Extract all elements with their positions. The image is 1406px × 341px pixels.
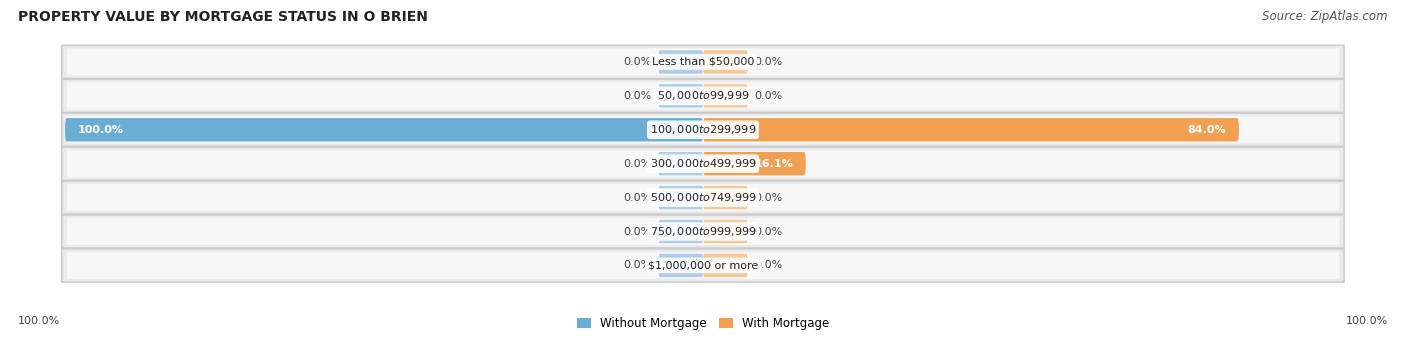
Text: Less than $50,000: Less than $50,000 [652,57,754,67]
FancyBboxPatch shape [67,184,1339,211]
FancyBboxPatch shape [703,50,748,74]
FancyBboxPatch shape [703,118,1239,142]
FancyBboxPatch shape [658,152,703,175]
Text: 16.1%: 16.1% [754,159,793,169]
FancyBboxPatch shape [658,50,703,74]
Text: $300,000 to $499,999: $300,000 to $499,999 [650,157,756,170]
Text: 100.0%: 100.0% [1346,315,1388,326]
Text: 0.0%: 0.0% [754,91,782,101]
Text: $750,000 to $999,999: $750,000 to $999,999 [650,225,756,238]
Text: Source: ZipAtlas.com: Source: ZipAtlas.com [1263,10,1388,23]
FancyBboxPatch shape [62,147,1344,180]
FancyBboxPatch shape [703,152,806,175]
FancyBboxPatch shape [62,181,1344,214]
Text: 0.0%: 0.0% [754,193,782,203]
FancyBboxPatch shape [62,79,1344,113]
FancyBboxPatch shape [703,220,748,243]
FancyBboxPatch shape [65,118,703,142]
Text: 0.0%: 0.0% [624,159,652,169]
Text: 0.0%: 0.0% [754,57,782,67]
Text: 0.0%: 0.0% [624,91,652,101]
Text: 0.0%: 0.0% [624,226,652,237]
Text: 0.0%: 0.0% [624,193,652,203]
Text: $50,000 to $99,999: $50,000 to $99,999 [657,89,749,102]
FancyBboxPatch shape [62,45,1344,78]
FancyBboxPatch shape [703,84,748,107]
FancyBboxPatch shape [67,82,1339,109]
Text: 0.0%: 0.0% [624,261,652,270]
FancyBboxPatch shape [67,218,1339,245]
Text: 100.0%: 100.0% [18,315,60,326]
FancyBboxPatch shape [703,254,748,277]
FancyBboxPatch shape [67,150,1339,177]
Text: $1,000,000 or more: $1,000,000 or more [648,261,758,270]
FancyBboxPatch shape [703,186,748,209]
FancyBboxPatch shape [658,84,703,107]
FancyBboxPatch shape [658,254,703,277]
Text: 0.0%: 0.0% [624,57,652,67]
Text: 100.0%: 100.0% [77,125,124,135]
FancyBboxPatch shape [62,249,1344,282]
Text: 0.0%: 0.0% [754,226,782,237]
Legend: Without Mortgage, With Mortgage: Without Mortgage, With Mortgage [572,312,834,335]
FancyBboxPatch shape [67,252,1339,279]
Text: $100,000 to $299,999: $100,000 to $299,999 [650,123,756,136]
Text: $500,000 to $749,999: $500,000 to $749,999 [650,191,756,204]
Text: 84.0%: 84.0% [1188,125,1226,135]
Text: 0.0%: 0.0% [754,261,782,270]
FancyBboxPatch shape [658,220,703,243]
FancyBboxPatch shape [67,48,1339,75]
Text: PROPERTY VALUE BY MORTGAGE STATUS IN O BRIEN: PROPERTY VALUE BY MORTGAGE STATUS IN O B… [18,10,429,24]
FancyBboxPatch shape [658,186,703,209]
FancyBboxPatch shape [62,215,1344,248]
FancyBboxPatch shape [67,116,1339,143]
FancyBboxPatch shape [62,113,1344,146]
